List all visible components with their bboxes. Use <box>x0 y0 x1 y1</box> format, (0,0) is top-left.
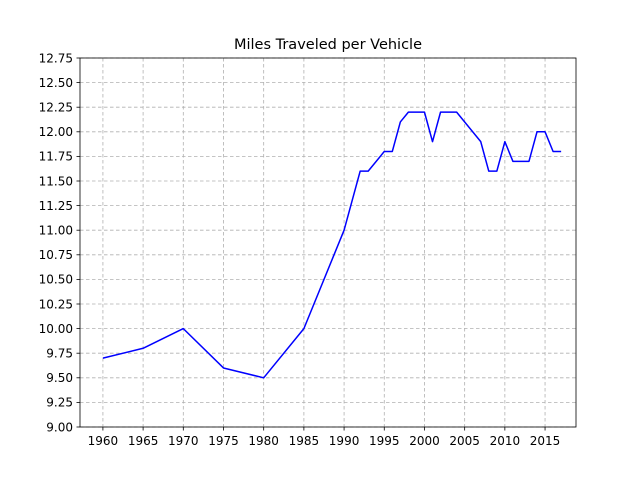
series-layer <box>102 111 562 379</box>
y-tick-label: 10.00 <box>39 322 73 336</box>
x-axis: 1960 1965 1970 1975 1980 1985 1990 1995 2000 2005… <box>88 427 561 448</box>
x-tick-label: 1965 <box>128 434 159 448</box>
x-tick-label: 2010 <box>490 434 521 448</box>
y-tick-label: 12.00 <box>39 125 73 139</box>
y-tick-label: 10.50 <box>39 273 73 287</box>
y-axis: 9.00 9.25 9.50 9.75 10.00 10.25 10.50 10.75 11.0… <box>39 51 80 434</box>
x-tick-label: 1995 <box>369 434 400 448</box>
x-tick-label: 1980 <box>248 434 279 448</box>
x-tick-label: 1990 <box>329 434 360 448</box>
y-tick-label: 9.50 <box>46 371 73 385</box>
x-tick-label: 2000 <box>409 434 440 448</box>
x-tick-label: 2015 <box>530 434 561 448</box>
grid-lines <box>80 57 576 428</box>
y-tick-label: 11.00 <box>39 224 73 238</box>
y-tick-label: 12.50 <box>39 76 73 90</box>
series-line <box>102 111 562 379</box>
y-tick-label: 11.75 <box>39 150 73 164</box>
y-tick-label: 9.75 <box>46 347 73 361</box>
y-tick-label: 12.75 <box>39 51 73 65</box>
axes-frame <box>79 57 577 428</box>
y-tick-label: 10.75 <box>39 248 73 262</box>
chart-title: Miles Traveled per Vehicle <box>234 37 422 53</box>
y-tick-label: 10.25 <box>39 297 73 311</box>
x-tick-label: 1975 <box>208 434 239 448</box>
y-tick-label: 9.25 <box>46 396 73 410</box>
y-tick-label: 11.25 <box>39 199 73 213</box>
x-tick-label: 2005 <box>449 434 480 448</box>
x-tick-label: 1970 <box>168 434 199 448</box>
y-tick-label: 9.00 <box>46 420 73 434</box>
x-tick-label: 1960 <box>88 434 119 448</box>
y-tick-label: 12.25 <box>39 101 73 115</box>
y-tick-label: 11.50 <box>39 174 73 188</box>
x-tick-label: 1985 <box>289 434 320 448</box>
